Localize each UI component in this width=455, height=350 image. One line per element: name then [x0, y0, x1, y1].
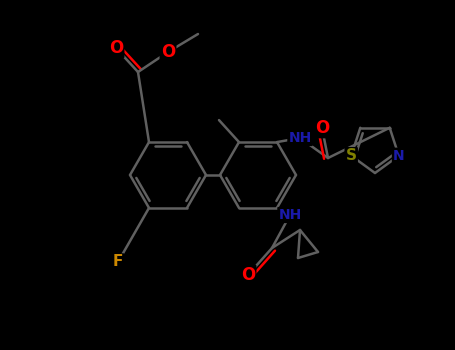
Text: S: S [346, 148, 357, 163]
Text: O: O [241, 266, 255, 284]
Text: NH: NH [278, 208, 302, 222]
Text: O: O [109, 39, 123, 57]
Text: O: O [315, 119, 329, 137]
Text: F: F [113, 254, 123, 270]
Text: NH: NH [288, 131, 312, 145]
Text: O: O [161, 43, 175, 61]
Text: N: N [393, 149, 404, 163]
